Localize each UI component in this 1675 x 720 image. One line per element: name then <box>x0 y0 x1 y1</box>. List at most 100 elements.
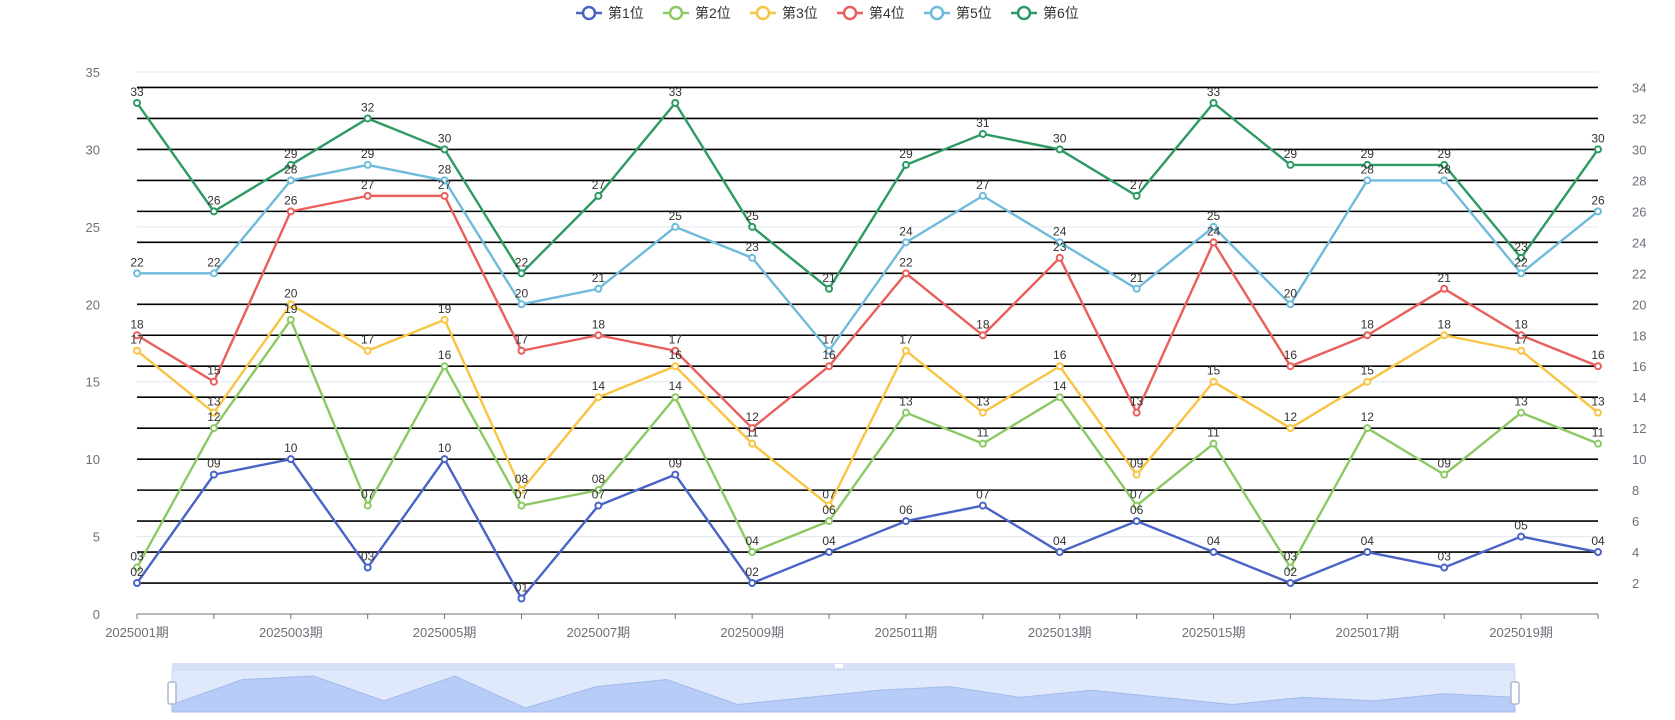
data-point[interactable] <box>133 563 141 572</box>
data-point[interactable] <box>825 548 834 557</box>
data-point[interactable] <box>517 269 526 278</box>
zoom-move-bar[interactable] <box>172 663 1515 670</box>
data-point[interactable] <box>363 346 372 355</box>
data-point[interactable] <box>1286 579 1295 588</box>
data-point[interactable] <box>286 455 295 464</box>
data-zoom-slider[interactable] <box>167 663 1520 713</box>
data-point[interactable] <box>517 486 526 495</box>
data-point[interactable] <box>1517 408 1526 417</box>
data-point[interactable] <box>748 253 757 262</box>
data-point[interactable] <box>286 207 295 216</box>
data-point[interactable] <box>825 284 834 293</box>
data-point[interactable] <box>901 269 910 278</box>
data-point[interactable] <box>133 98 141 107</box>
data-point[interactable] <box>901 160 910 169</box>
data-point[interactable] <box>748 579 757 588</box>
data-point[interactable] <box>1594 207 1602 216</box>
data-point[interactable] <box>978 129 987 138</box>
data-point[interactable] <box>1286 160 1295 169</box>
data-point[interactable] <box>594 486 603 495</box>
data-point[interactable] <box>209 269 218 278</box>
data-point[interactable] <box>209 424 218 433</box>
data-point[interactable] <box>978 501 987 510</box>
data-point[interactable] <box>671 470 680 479</box>
data-point[interactable] <box>671 393 680 402</box>
data-point[interactable] <box>1209 238 1218 247</box>
data-point[interactable] <box>133 579 141 588</box>
data-point[interactable] <box>1055 253 1064 262</box>
data-point[interactable] <box>1594 145 1602 154</box>
data-point[interactable] <box>363 114 372 123</box>
data-point[interactable] <box>1517 331 1526 340</box>
data-point[interactable] <box>1132 408 1141 417</box>
data-point[interactable] <box>363 563 372 572</box>
data-point[interactable] <box>594 393 603 402</box>
data-point[interactable] <box>1209 548 1218 557</box>
data-point[interactable] <box>978 408 987 417</box>
data-point[interactable] <box>1132 501 1141 510</box>
data-point[interactable] <box>517 594 526 603</box>
data-point[interactable] <box>363 160 372 169</box>
data-point[interactable] <box>440 455 449 464</box>
data-point[interactable] <box>440 176 449 185</box>
data-point[interactable] <box>1594 362 1602 371</box>
data-point[interactable] <box>1440 284 1449 293</box>
data-point[interactable] <box>286 300 295 309</box>
legend-item-1[interactable]: 第1位 <box>576 5 644 21</box>
data-point[interactable] <box>440 362 449 371</box>
data-point[interactable] <box>1055 362 1064 371</box>
data-point[interactable] <box>1209 377 1218 386</box>
data-point[interactable] <box>1055 238 1064 247</box>
data-point[interactable] <box>440 191 449 200</box>
data-point[interactable] <box>901 517 910 526</box>
data-point[interactable] <box>1363 548 1372 557</box>
data-point[interactable] <box>1517 269 1526 278</box>
data-point[interactable] <box>1132 517 1141 526</box>
data-point[interactable] <box>286 176 295 185</box>
legend-item-6[interactable]: 第6位 <box>1011 5 1079 21</box>
data-point[interactable] <box>1517 253 1526 262</box>
data-point[interactable] <box>825 346 834 355</box>
data-point[interactable] <box>286 315 295 324</box>
data-point[interactable] <box>1440 176 1449 185</box>
data-point[interactable] <box>748 424 757 433</box>
data-point[interactable] <box>1363 331 1372 340</box>
data-point[interactable] <box>671 346 680 355</box>
data-point[interactable] <box>1286 362 1295 371</box>
data-point[interactable] <box>1209 98 1218 107</box>
data-point[interactable] <box>209 377 218 386</box>
data-point[interactable] <box>748 439 757 448</box>
data-point[interactable] <box>363 501 372 510</box>
data-point[interactable] <box>1286 424 1295 433</box>
zoom-selection[interactable] <box>172 670 1515 712</box>
data-point[interactable] <box>978 439 987 448</box>
data-point[interactable] <box>1440 160 1449 169</box>
data-point[interactable] <box>978 191 987 200</box>
legend-item-4[interactable]: 第4位 <box>837 5 905 21</box>
legend-item-5[interactable]: 第5位 <box>924 5 992 21</box>
chart-legend[interactable]: 第1位 第2位 第3位 第4位 第5位 第6位 <box>576 5 1079 21</box>
data-point[interactable] <box>440 315 449 324</box>
data-point[interactable] <box>1594 439 1602 448</box>
data-point[interactable] <box>1286 563 1295 572</box>
data-point[interactable] <box>825 501 834 510</box>
data-point[interactable] <box>671 98 680 107</box>
data-point[interactable] <box>517 501 526 510</box>
data-point[interactable] <box>1132 470 1141 479</box>
data-point[interactable] <box>1055 393 1064 402</box>
data-point[interactable] <box>133 331 141 340</box>
zoom-handle-left[interactable] <box>167 681 177 705</box>
data-point[interactable] <box>517 346 526 355</box>
data-point[interactable] <box>133 346 141 355</box>
data-point[interactable] <box>1517 532 1526 541</box>
data-point[interactable] <box>671 222 680 231</box>
data-point[interactable] <box>1363 160 1372 169</box>
data-point[interactable] <box>209 207 218 216</box>
data-point[interactable] <box>978 331 987 340</box>
data-point[interactable] <box>286 160 295 169</box>
data-point[interactable] <box>440 145 449 154</box>
data-point[interactable] <box>671 362 680 371</box>
data-point[interactable] <box>825 362 834 371</box>
zoom-move-grip[interactable] <box>835 664 843 668</box>
data-point[interactable] <box>517 300 526 309</box>
